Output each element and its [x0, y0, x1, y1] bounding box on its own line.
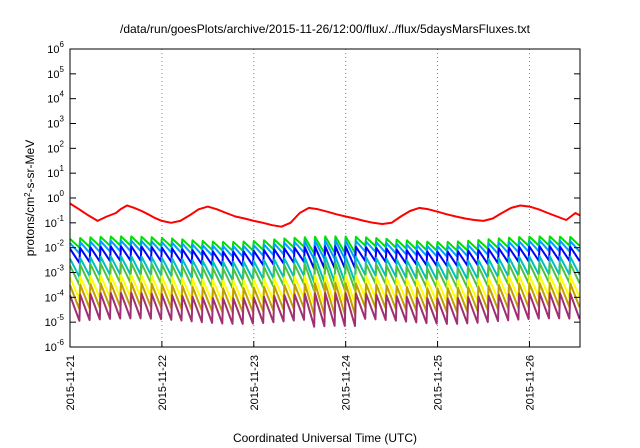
series-line-8: [69, 292, 581, 328]
x-axis: 2015-11-21 2015-11-22 2015-11-23 2015-11-24…: [65, 341, 536, 410]
y-tick-label: 101: [47, 164, 64, 180]
series-line-0: [69, 202, 581, 228]
y-axis-label-post: -s-sr-MeV: [23, 140, 37, 193]
y-tick-label: 10-3: [45, 264, 65, 280]
chart-title: /data/run/goesPlots/archive/2015-11-26/1…: [120, 22, 531, 36]
y-tick-label: 100: [47, 189, 64, 205]
y-tick-label: 105: [47, 65, 64, 81]
y-tick-label: 106: [47, 40, 64, 56]
x-axis-label: Coordinated Universal Time (UTC): [233, 431, 417, 445]
y-tick-label: 10-4: [45, 288, 65, 304]
y-tick-label: 103: [47, 115, 64, 131]
y-tick-label: 10-5: [45, 313, 65, 329]
x-tick-label: 2015-11-24: [341, 355, 353, 410]
y-axis: 106 105 104 103 102 101 100 10-1 10-2 10-3 10-4 10-…: [45, 40, 580, 354]
y-axis-label-sup: 2: [23, 192, 32, 197]
y-tick-label: 104: [47, 90, 64, 106]
x-tick-label: 2015-11-22: [157, 355, 169, 410]
y-axis-label: protons/cm2-s-sr-MeV: [23, 140, 38, 256]
y-tick-label: 102: [47, 139, 64, 155]
x-tick-label: 2015-11-25: [433, 355, 445, 410]
x-tick-label: 2015-11-26: [524, 355, 536, 410]
x-tick-label: 2015-11-23: [249, 355, 261, 410]
series-layer: [69, 202, 581, 328]
y-tick-label: 10-1: [45, 214, 65, 230]
x-tick-label: 2015-11-21: [65, 355, 77, 410]
y-tick-label: 10-2: [45, 239, 65, 255]
y-axis-label-pre: protons/cm: [23, 197, 37, 256]
y-tick-label: 10-6: [45, 338, 65, 354]
